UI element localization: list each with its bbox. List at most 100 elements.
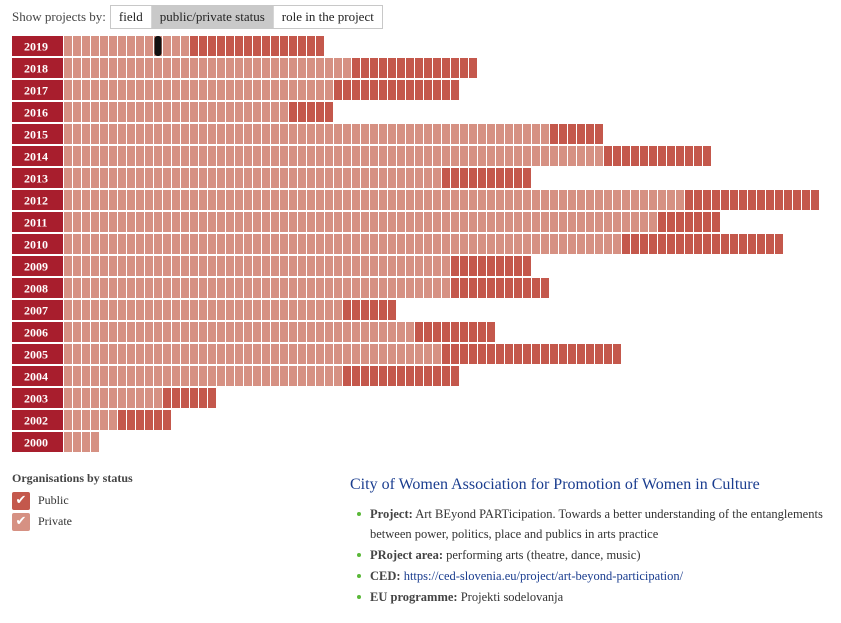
private-project-cell[interactable] (397, 234, 405, 254)
public-project-cell[interactable] (379, 80, 387, 100)
private-project-cell[interactable] (361, 322, 369, 342)
private-project-cell[interactable] (235, 102, 243, 122)
public-project-cell[interactable] (307, 102, 315, 122)
public-project-cell[interactable] (748, 234, 756, 254)
public-project-cell[interactable] (208, 36, 216, 56)
private-project-cell[interactable] (316, 58, 324, 78)
private-project-cell[interactable] (82, 80, 90, 100)
private-project-cell[interactable] (271, 80, 279, 100)
private-project-cell[interactable] (172, 212, 180, 232)
private-project-cell[interactable] (118, 102, 126, 122)
ced-link[interactable]: https://ced-slovenia.eu/project/art-beyo… (403, 569, 684, 583)
private-project-cell[interactable] (487, 190, 495, 210)
private-project-cell[interactable] (217, 344, 225, 364)
public-project-cell[interactable] (127, 410, 135, 430)
private-project-cell[interactable] (64, 388, 72, 408)
private-project-cell[interactable] (136, 102, 144, 122)
public-project-cell[interactable] (748, 190, 756, 210)
private-project-cell[interactable] (568, 190, 576, 210)
private-project-cell[interactable] (298, 234, 306, 254)
private-project-cell[interactable] (433, 212, 441, 232)
private-project-cell[interactable] (388, 234, 396, 254)
private-project-cell[interactable] (73, 322, 81, 342)
private-project-cell[interactable] (172, 256, 180, 276)
private-project-cell[interactable] (514, 190, 522, 210)
public-project-cell[interactable] (460, 58, 468, 78)
private-project-cell[interactable] (343, 190, 351, 210)
public-project-cell[interactable] (595, 344, 603, 364)
private-project-cell[interactable] (226, 212, 234, 232)
private-project-cell[interactable] (199, 322, 207, 342)
private-project-cell[interactable] (577, 190, 585, 210)
private-project-cell[interactable] (64, 278, 72, 298)
private-project-cell[interactable] (370, 124, 378, 144)
public-project-cell[interactable] (172, 388, 180, 408)
private-project-cell[interactable] (307, 80, 315, 100)
private-project-cell[interactable] (280, 322, 288, 342)
private-project-cell[interactable] (217, 300, 225, 320)
public-project-cell[interactable] (388, 300, 396, 320)
private-project-cell[interactable] (100, 146, 108, 166)
private-project-cell[interactable] (127, 366, 135, 386)
private-project-cell[interactable] (172, 124, 180, 144)
private-project-cell[interactable] (154, 190, 162, 210)
private-project-cell[interactable] (163, 256, 171, 276)
public-project-cell[interactable] (307, 36, 315, 56)
private-project-cell[interactable] (316, 146, 324, 166)
option-public-private-status[interactable]: public/private status (150, 6, 273, 28)
private-project-cell[interactable] (559, 234, 567, 254)
private-project-cell[interactable] (325, 256, 333, 276)
private-project-cell[interactable] (406, 146, 414, 166)
public-project-cell[interactable] (298, 102, 306, 122)
public-project-cell[interactable] (469, 322, 477, 342)
private-project-cell[interactable] (298, 124, 306, 144)
public-project-cell[interactable] (352, 300, 360, 320)
private-project-cell[interactable] (316, 212, 324, 232)
private-project-cell[interactable] (271, 102, 279, 122)
public-project-cell[interactable] (271, 36, 279, 56)
private-project-cell[interactable] (118, 212, 126, 232)
private-project-cell[interactable] (307, 58, 315, 78)
public-project-cell[interactable] (370, 58, 378, 78)
private-project-cell[interactable] (253, 278, 261, 298)
private-project-cell[interactable] (388, 124, 396, 144)
private-project-cell[interactable] (334, 168, 342, 188)
private-project-cell[interactable] (91, 322, 99, 342)
private-project-cell[interactable] (64, 168, 72, 188)
private-project-cell[interactable] (559, 190, 567, 210)
private-project-cell[interactable] (550, 212, 558, 232)
public-project-cell[interactable] (721, 234, 729, 254)
private-project-cell[interactable] (190, 102, 198, 122)
private-project-cell[interactable] (397, 146, 405, 166)
private-project-cell[interactable] (217, 102, 225, 122)
private-project-cell[interactable] (478, 234, 486, 254)
public-project-cell[interactable] (406, 58, 414, 78)
private-project-cell[interactable] (415, 256, 423, 276)
private-project-cell[interactable] (163, 322, 171, 342)
private-project-cell[interactable] (118, 80, 126, 100)
private-project-cell[interactable] (217, 256, 225, 276)
private-project-cell[interactable] (118, 256, 126, 276)
private-project-cell[interactable] (154, 300, 162, 320)
private-project-cell[interactable] (244, 168, 252, 188)
private-project-cell[interactable] (172, 36, 180, 56)
public-project-cell[interactable] (442, 168, 450, 188)
public-project-cell[interactable] (442, 58, 450, 78)
private-project-cell[interactable] (109, 146, 117, 166)
private-project-cell[interactable] (226, 80, 234, 100)
private-project-cell[interactable] (604, 212, 612, 232)
private-project-cell[interactable] (208, 190, 216, 210)
private-project-cell[interactable] (532, 124, 540, 144)
private-project-cell[interactable] (208, 344, 216, 364)
private-project-cell[interactable] (559, 146, 567, 166)
private-project-cell[interactable] (190, 146, 198, 166)
private-project-cell[interactable] (199, 212, 207, 232)
public-project-cell[interactable] (586, 124, 594, 144)
public-project-cell[interactable] (613, 344, 621, 364)
private-project-cell[interactable] (388, 146, 396, 166)
legend-item-public[interactable]: ✔ Public (12, 490, 133, 511)
private-project-cell[interactable] (406, 212, 414, 232)
private-project-cell[interactable] (64, 344, 72, 364)
public-project-cell[interactable] (802, 190, 810, 210)
public-project-cell[interactable] (424, 322, 432, 342)
